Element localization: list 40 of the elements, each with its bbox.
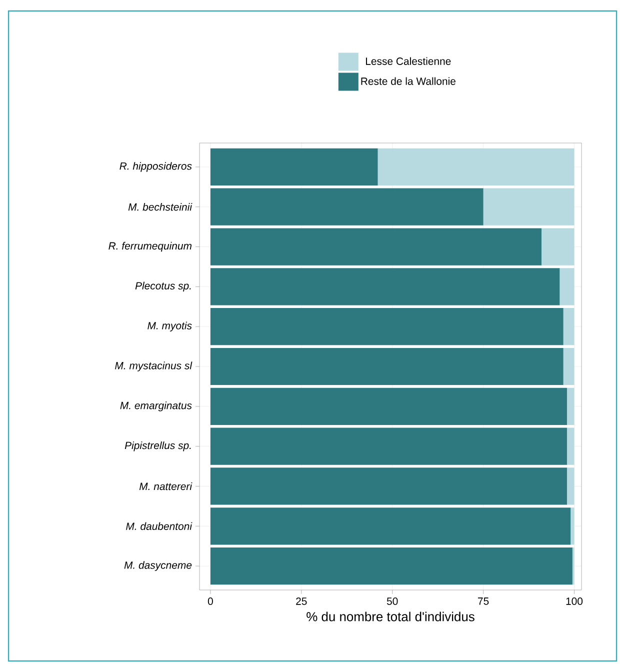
bar bbox=[210, 148, 378, 186]
bar bbox=[210, 508, 571, 545]
x-tick-label: 25 bbox=[296, 598, 308, 605]
y-tick-label: M. dasycneme bbox=[124, 561, 192, 571]
bar bbox=[210, 268, 560, 306]
bar bbox=[210, 308, 564, 346]
bar bbox=[542, 228, 574, 266]
x-axis-title: % du nombre total d'individus bbox=[306, 612, 475, 622]
bar bbox=[378, 148, 574, 186]
bar bbox=[570, 508, 574, 545]
bar bbox=[484, 188, 574, 226]
bar bbox=[210, 228, 542, 266]
y-tick-label: Pipistrellus sp. bbox=[125, 441, 191, 452]
legend-label: Lesse Calestienne bbox=[366, 57, 451, 65]
x-tick-label: 100 bbox=[566, 598, 583, 605]
x-tick-label: 50 bbox=[387, 598, 398, 605]
bar bbox=[210, 547, 573, 585]
y-tick-label: M. myotis bbox=[148, 322, 192, 332]
bar bbox=[564, 348, 574, 386]
x-tick-label: 75 bbox=[478, 598, 489, 605]
bar bbox=[564, 308, 574, 346]
bar bbox=[210, 468, 568, 505]
bar bbox=[567, 428, 574, 465]
y-tick-label: M. emarginatus bbox=[120, 402, 192, 412]
y-tick-label: M. nattereri bbox=[140, 482, 192, 490]
bar bbox=[210, 428, 568, 465]
y-tick-label: M. daubentoni bbox=[126, 522, 192, 530]
bar bbox=[567, 388, 574, 425]
y-tick-label: R. hipposideros bbox=[120, 162, 192, 172]
bar bbox=[210, 348, 564, 386]
x-tick-label: 0 bbox=[208, 598, 214, 605]
bar bbox=[210, 188, 484, 226]
bar bbox=[210, 388, 568, 425]
y-tick-label: M. bechsteinii bbox=[128, 203, 192, 211]
bar bbox=[560, 268, 574, 306]
bar bbox=[567, 468, 574, 505]
y-tick-label: Plecotus sp. bbox=[136, 282, 191, 292]
legend-label: Reste de la Wallonie bbox=[361, 77, 456, 85]
y-tick-label: R. ferrumequinum bbox=[108, 242, 192, 252]
y-tick-label: M. mystacinus sl bbox=[115, 362, 192, 372]
